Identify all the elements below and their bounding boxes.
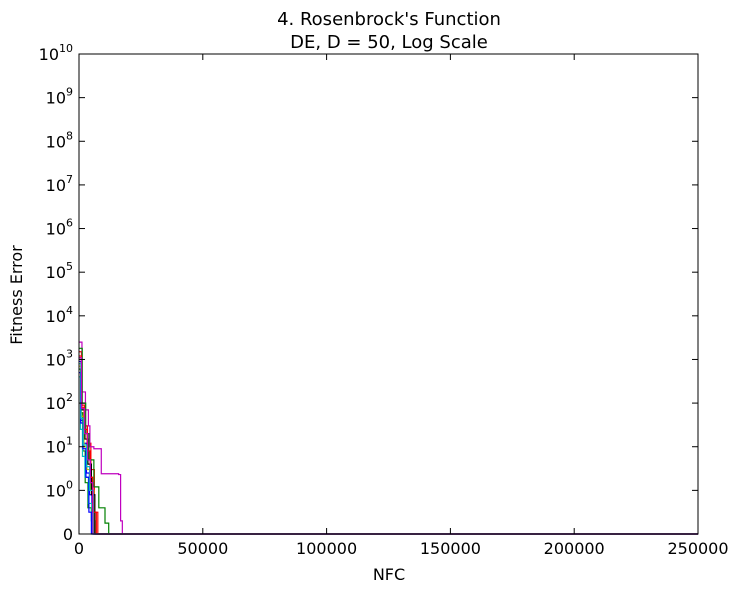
x-tick-label: 250000 (667, 539, 728, 558)
y-tick-label: 106 (46, 217, 73, 239)
x-tick-label: 0 (74, 539, 84, 558)
x-tick-label: 50000 (177, 539, 228, 558)
series-line-8 (79, 347, 698, 535)
series-line-1 (79, 360, 698, 535)
series-line-11 (79, 363, 698, 535)
y-tick-label: 101 (46, 435, 73, 457)
series-line-10 (79, 355, 698, 535)
series-line-7 (79, 358, 698, 535)
series-line-4 (79, 376, 698, 535)
y-tick-label: 104 (46, 304, 73, 326)
chart-title: 4. Rosenbrock's Function (277, 9, 501, 30)
ticks-layer: 0 50000 100000 150000 200000 250000 0 100 101 102… (39, 42, 729, 558)
y-tick-label: 0 (63, 525, 73, 544)
y-tick-label: 1010 (39, 42, 73, 64)
y-tick-label: 105 (46, 260, 73, 282)
series-line-9 (79, 371, 698, 535)
y-tick-label: 102 (46, 391, 73, 413)
series-line-3 (79, 351, 698, 535)
y-tick-label: 107 (46, 173, 73, 195)
series-line-6 (79, 365, 698, 535)
y-tick-label: 109 (46, 86, 73, 108)
x-axis-label: NFC (373, 565, 405, 584)
x-tick-label: 150000 (420, 539, 481, 558)
series-line-2 (79, 368, 698, 535)
series-line-12 (79, 357, 698, 535)
chart-subtitle: DE, D = 50, Log Scale (290, 32, 488, 53)
y-tick-label: 103 (46, 347, 73, 369)
series-layer (79, 341, 698, 535)
x-tick-label: 100000 (296, 539, 357, 558)
y-axis-label: Fitness Error (7, 245, 26, 345)
y-tick-label: 100 (46, 478, 73, 500)
series-line-5 (79, 341, 698, 535)
plot-frame (78, 53, 699, 535)
x-tick-label: 200000 (544, 539, 605, 558)
y-tick-label: 108 (46, 129, 73, 151)
